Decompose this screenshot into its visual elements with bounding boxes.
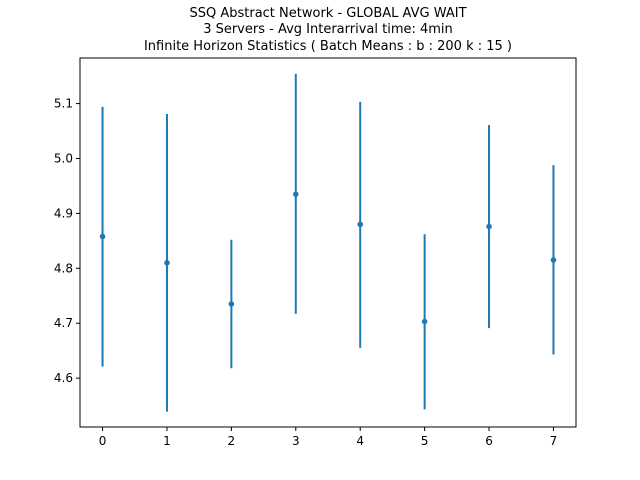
data-point — [164, 260, 170, 266]
x-tick-label: 2 — [228, 434, 236, 448]
plot-area: 0 1 2 3 4 5 6 7 4.6 4.7 4.8 4.9 5.0 5.1 — [54, 73, 558, 448]
y-tick-label: 4.8 — [54, 261, 73, 275]
x-tick-label: 4 — [356, 434, 364, 448]
data-point — [99, 233, 106, 240]
x-tick-label: 6 — [485, 434, 493, 448]
x-tick-label: 5 — [421, 434, 429, 448]
x-tick-label: 1 — [163, 434, 171, 448]
y-tick-label: 4.7 — [54, 316, 73, 330]
data-point — [550, 257, 557, 263]
title-line-2: 3 Servers - Avg Interarrival time: 4min — [203, 22, 453, 37]
chart-title: SSQ Abstract Network - GLOBAL AVG WAIT 3… — [144, 6, 512, 54]
title-line-1: SSQ Abstract Network - GLOBAL AVG WAIT — [189, 6, 466, 21]
title-line-3: Infinite Horizon Statistics ( Batch Mean… — [144, 39, 512, 54]
data-point — [292, 191, 299, 197]
axes-frame — [79, 57, 577, 428]
y-tick-label: 4.9 — [54, 206, 73, 220]
x-tick-label: 3 — [292, 434, 300, 448]
y-tick-label: 5.0 — [54, 151, 73, 165]
data-point — [228, 301, 235, 307]
x-tick-label: 0 — [99, 434, 107, 448]
y-tick-label: 4.6 — [54, 371, 73, 385]
data-point — [421, 318, 428, 325]
x-tick-label: 7 — [550, 434, 558, 448]
data-point — [357, 221, 364, 228]
y-tick-label: 5.1 — [54, 97, 73, 111]
data-point — [486, 223, 492, 230]
